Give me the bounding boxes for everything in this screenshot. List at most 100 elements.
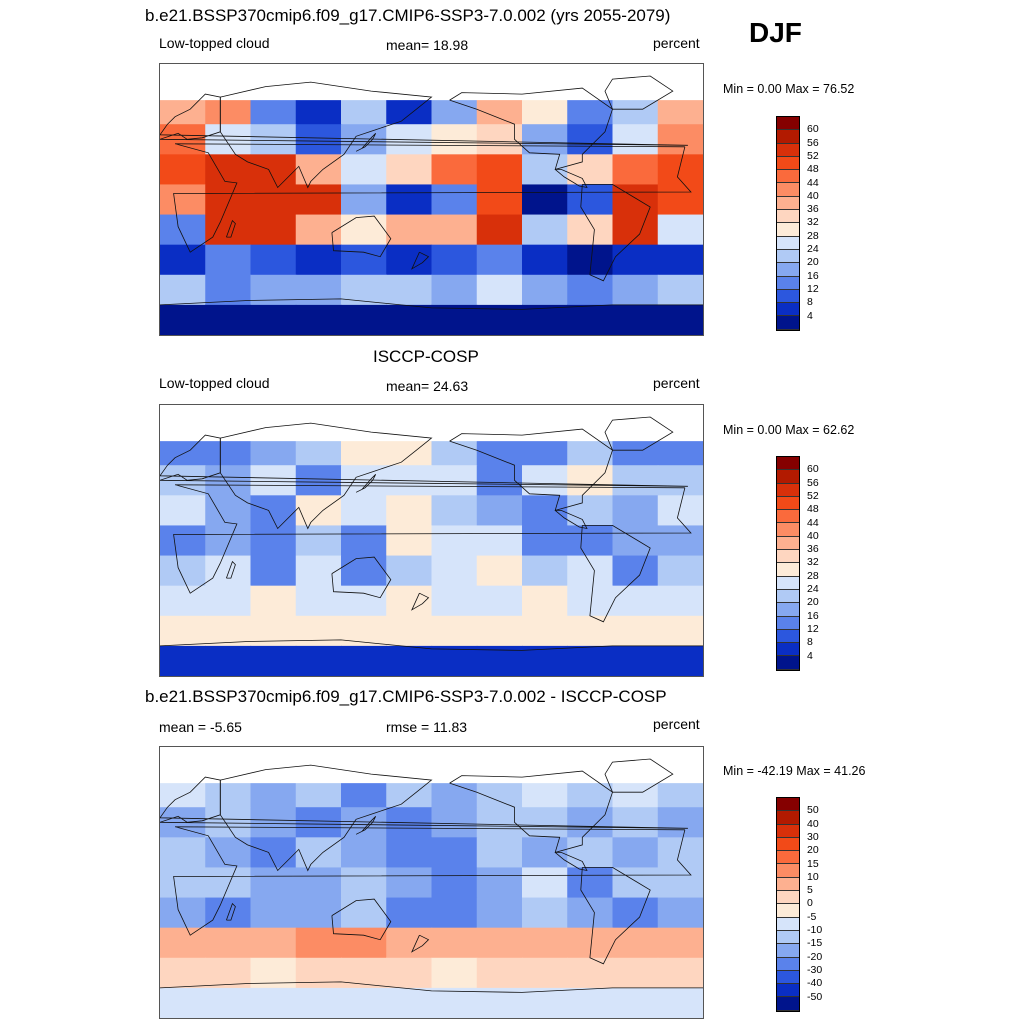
field-cell-r5-c4 <box>341 897 387 929</box>
field-cell-r2-c3 <box>295 465 342 496</box>
field-cell-r5-c7 <box>476 555 523 587</box>
colorbar-swatch <box>777 824 799 838</box>
colorbar-swatch <box>777 196 799 211</box>
field-cell-r6-c11 <box>657 927 703 959</box>
field-cell-r2-c7 <box>476 124 523 155</box>
colorbar-swatch <box>777 263 799 277</box>
colorbar-swatch <box>777 483 799 497</box>
colorbar-swatch <box>777 997 799 1011</box>
field-cell-r4-c3 <box>295 525 342 557</box>
field-cell-r6-c5 <box>386 585 433 617</box>
panel-1-left-label: Low-topped cloud <box>159 35 270 51</box>
field-cell-r8-c2 <box>250 645 297 676</box>
colorbar-tick-label: 8 <box>807 636 813 649</box>
colorbar-swatch <box>777 656 799 670</box>
coastline-8 <box>355 474 377 493</box>
colorbar-boxes <box>776 456 800 671</box>
field-cell-r4-c11 <box>657 867 703 899</box>
panel-1-map <box>159 63 704 336</box>
colorbar-tick-label: -30 <box>807 963 823 976</box>
field-cell-r6-c4 <box>341 927 387 959</box>
colorbar-tick-label: -40 <box>807 977 823 990</box>
colorbar-tick-label: 60 <box>807 123 819 136</box>
field-cell-r6-c8 <box>522 585 568 617</box>
field-cell-r2-c6 <box>431 465 478 496</box>
field-cell-r7-c4 <box>341 274 387 306</box>
field-cell-r7-c5 <box>386 274 433 306</box>
field-cell-r3-c7 <box>476 495 523 527</box>
field-cell-r3-c10 <box>612 495 659 527</box>
field-cell-r2-c4 <box>341 807 387 838</box>
colorbar-swatch <box>777 130 799 144</box>
field-cell-r2-c6 <box>431 124 478 155</box>
field-cell-r4-c7 <box>476 525 523 557</box>
coastline-8 <box>355 816 377 835</box>
field-cell-r8-c1 <box>205 987 252 1018</box>
field-cell-r3-c9 <box>567 837 614 869</box>
field-cell-r7-c8 <box>522 957 568 989</box>
field-cell-r7-c11 <box>657 615 703 647</box>
field-cell-r2-c11 <box>657 807 703 838</box>
colorbar-tick-label: 28 <box>807 569 819 582</box>
field-cell-r8-c10 <box>612 304 659 335</box>
colorbar-swatch <box>777 957 799 971</box>
field-cell-r8-c10 <box>612 987 659 1018</box>
field-cell-r5-c1 <box>205 897 252 929</box>
field-cell-r5-c11 <box>657 214 703 246</box>
colorbar-swatch <box>777 276 799 290</box>
field-cell-r6-c3 <box>295 927 342 959</box>
colorbar-tick-label: 10 <box>807 870 819 883</box>
colorbar-swatch <box>777 984 799 998</box>
field-cell-r5-c3 <box>295 555 342 587</box>
field-cell-r7-c2 <box>250 615 297 647</box>
coastline-11 <box>160 981 703 993</box>
colorbar-tick-label: 52 <box>807 489 819 502</box>
field-cell-r7-c9 <box>567 274 614 306</box>
field-cell-r2-c10 <box>612 124 659 155</box>
field-cell-r6-c2 <box>250 585 297 617</box>
field-cell-r6-c0 <box>160 585 206 617</box>
field-cell-r8-c7 <box>476 645 523 676</box>
colorbar-tick-label: 20 <box>807 844 819 857</box>
field-cell-r5-c6 <box>431 555 478 587</box>
field-cell-r5-c10 <box>612 214 659 246</box>
panel-3-title: b.e21.BSSP370cmip6.f09_g17.CMIP6-SSP3-7.… <box>145 687 667 706</box>
field-cell-r5-c2 <box>250 555 297 587</box>
coastline-3 <box>331 215 392 258</box>
colorbar-swatch <box>777 576 799 590</box>
field-cell-r7-c8 <box>522 615 568 647</box>
field-cell-r3-c0 <box>160 837 206 869</box>
field-cell-r4-c6 <box>431 867 478 899</box>
coastline-9 <box>226 219 236 238</box>
field-cell-r8-c5 <box>386 987 433 1018</box>
field-cell-r5-c1 <box>205 555 252 587</box>
field-cell-r3-c4 <box>341 495 387 527</box>
field-cell-r4-c5 <box>386 867 433 899</box>
field-cell-r4-c3 <box>295 184 342 216</box>
field-cell-r3-c4 <box>341 837 387 869</box>
coastline-4 <box>449 770 613 853</box>
colorbar-tick-label: 44 <box>807 516 819 529</box>
coastline-2 <box>219 422 433 530</box>
field-cell-r7-c0 <box>160 615 206 647</box>
field-cell-r4-c4 <box>341 867 387 899</box>
field-cell-r4-c8 <box>522 184 568 216</box>
field-cell-r6-c10 <box>612 927 659 959</box>
colorbar-tick-label: 28 <box>807 229 819 242</box>
field-cell-r5-c9 <box>567 555 614 587</box>
field-cell-r8-c7 <box>476 304 523 335</box>
field-cell-r2-c7 <box>476 465 523 496</box>
field-cell-r5-c0 <box>160 897 206 929</box>
field-cell-r8-c10 <box>612 645 659 676</box>
field-cell-r8-c6 <box>431 304 478 335</box>
colorbar-swatch <box>777 603 799 617</box>
field-cell-r6-c3 <box>295 585 342 617</box>
field-cell-r4-c7 <box>476 184 523 216</box>
coastline-3 <box>331 556 392 599</box>
colorbar-tick-label: 20 <box>807 256 819 269</box>
field-cell-r5-c1 <box>205 214 252 246</box>
colorbar-swatch <box>777 236 799 250</box>
field-cell-r8-c5 <box>386 304 433 335</box>
field-cell-r4-c11 <box>657 184 703 216</box>
colorbar-tick-label: 56 <box>807 476 819 489</box>
